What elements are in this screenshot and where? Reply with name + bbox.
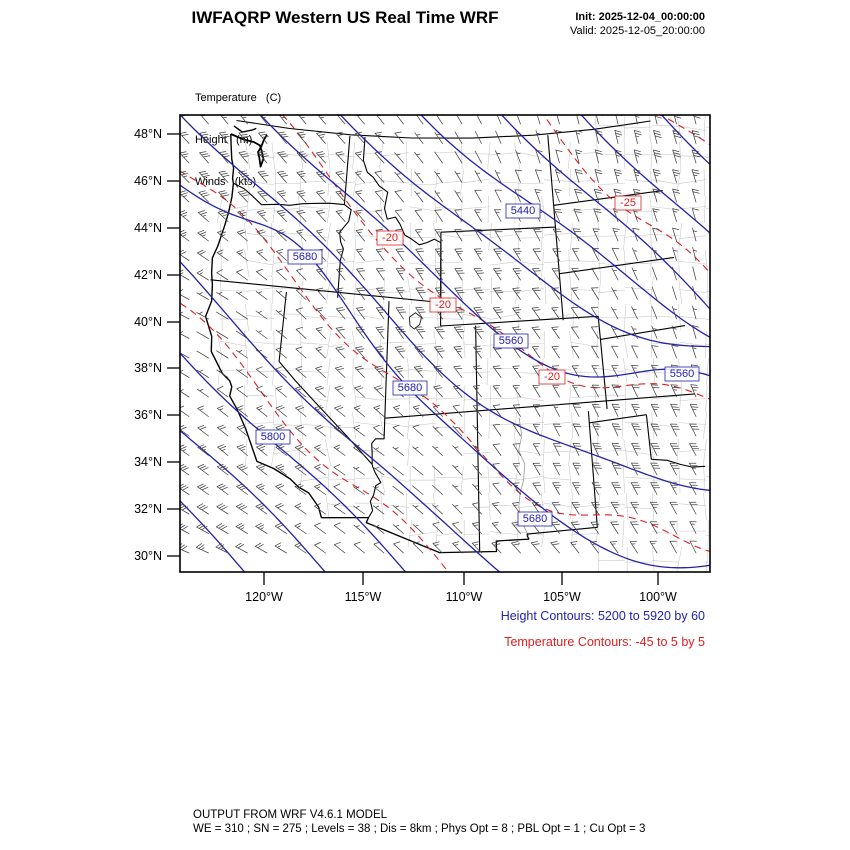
model-info: OUTPUT FROM WRF V4.6.1 MODEL WE = 310 ; … xyxy=(193,808,645,836)
axes: 48°N 46°N 44°N 42°N 40°N 38°N 36°N 34°N 32°N 30°N… xyxy=(134,127,677,604)
county-lines xyxy=(216,115,710,572)
height-contour-label-box xyxy=(517,511,553,527)
height-contour-label-text: 5800 xyxy=(261,431,285,443)
temperature-contour-label-text: -20 xyxy=(544,371,560,383)
model-config-line: WE = 310 ; SN = 275 ; Levels = 38 ; Dis … xyxy=(193,823,646,835)
height-contour-label-box xyxy=(392,380,428,396)
lat-tick-label: 30°N xyxy=(134,549,162,563)
lon-tick-label: 105°W xyxy=(543,590,581,604)
map-frame xyxy=(179,114,711,573)
height-contour-label-text: 5680 xyxy=(293,251,317,263)
init-label: Init: xyxy=(575,11,596,23)
temperature-contour-legend: Temperature Contours: -45 to 5 by 5 xyxy=(504,635,705,649)
height-contour-label-text: 5680 xyxy=(523,513,547,525)
height-contour-label-text: 5560 xyxy=(499,335,523,347)
temperature-contour-label-text: -20 xyxy=(435,299,451,311)
valid-time: Valid: 2025-12-05_20:00:00 xyxy=(570,24,705,38)
valid-label: Valid: xyxy=(570,25,597,37)
temperature-contour-label-text: -25 xyxy=(620,197,636,209)
height-contour-label-box xyxy=(255,429,291,445)
temperature-contour-label: -25 -20 -20 -20 xyxy=(376,195,642,385)
height-contour-label: 5440 5680 5560 5680 5800 5680 5560 xyxy=(255,203,700,527)
lat-tick-label: 42°N xyxy=(134,268,162,282)
lon-tick-label: 115°W xyxy=(345,590,382,604)
temperature-contour-label-box xyxy=(376,230,404,246)
temperature-contour-label-box xyxy=(614,195,642,211)
map-canvas xyxy=(180,115,710,572)
wind-barbs xyxy=(180,115,701,554)
great-salt-lake xyxy=(408,312,423,330)
lat-tick-label: 48°N xyxy=(134,127,162,141)
lon-tick-label: 100°W xyxy=(639,590,677,604)
lat-tick-label: 44°N xyxy=(134,221,162,235)
height-contour-label-box xyxy=(287,249,323,265)
height-contour-label-text: 5560 xyxy=(670,368,694,380)
valid-value: 2025-12-05_20:00:00 xyxy=(599,25,705,37)
lon-tick-label: 120°W xyxy=(245,590,283,604)
run-times: Init: 2025-12-04_00:00:00 Valid: 2025-12… xyxy=(570,10,705,38)
height-contour-legend: Height Contours: 5200 to 5920 by 60 xyxy=(500,609,705,623)
height-contour-label-box xyxy=(505,203,541,219)
height-contour-label-box xyxy=(664,366,700,382)
height-contour-label-text: 5440 xyxy=(511,205,535,217)
temperature-contour-label-box xyxy=(538,369,566,385)
height-contour-label-text: 5680 xyxy=(398,382,422,394)
lat-tick-label: 34°N xyxy=(134,455,162,469)
page-title: IWFAQRP Western US Real Time WRF xyxy=(191,8,499,27)
legend-line-temperature: Temperature (C) xyxy=(195,92,282,104)
model-output-line: OUTPUT FROM WRF V4.6.1 MODEL xyxy=(193,809,388,821)
init-value: 2025-12-04_00:00:00 xyxy=(598,11,705,23)
lat-tick-label: 32°N xyxy=(134,502,162,516)
lat-tick-label: 38°N xyxy=(134,361,162,375)
lon-tick-label: 110°W xyxy=(446,590,483,604)
init-time: Init: 2025-12-04_00:00:00 xyxy=(570,10,705,24)
temperature-contour-label-box xyxy=(429,297,457,313)
temperature-contour-label-text: -20 xyxy=(382,232,398,244)
lat-tick-label: 46°N xyxy=(134,174,162,188)
lat-tick-label: 40°N xyxy=(134,315,162,329)
lat-tick-label: 36°N xyxy=(134,408,162,422)
height-contour-label-box xyxy=(493,333,529,349)
